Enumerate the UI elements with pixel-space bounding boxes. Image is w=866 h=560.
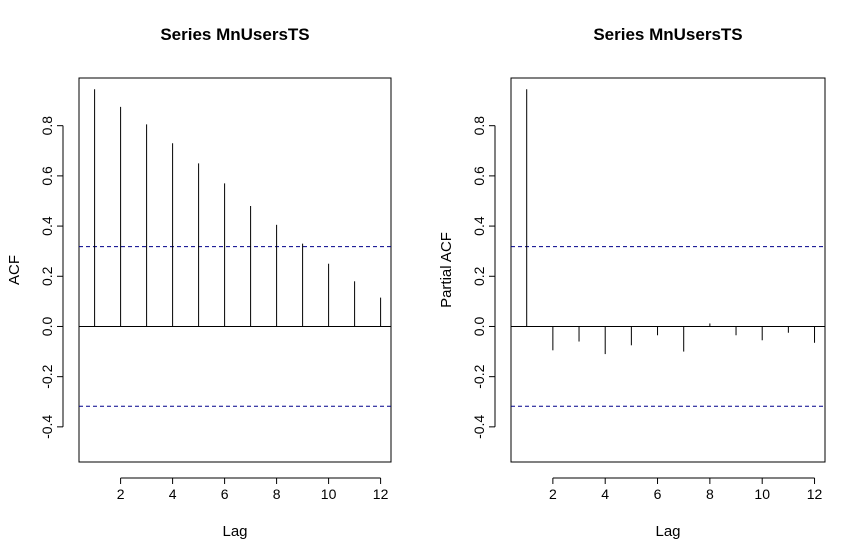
acf-y-tick-label: -0.2 (39, 364, 55, 388)
acf-plot-frame (78, 77, 392, 463)
acf-x-tick-label: 6 (221, 486, 229, 502)
pacf-y-tick-label: 0.4 (471, 216, 487, 236)
acf-y-tick-label: 0.8 (39, 116, 55, 136)
pacf-y-tick-label: -0.4 (471, 415, 487, 439)
pacf-x-tick-label: 2 (549, 486, 557, 502)
pacf-y-tick-label: 0.8 (471, 116, 487, 136)
pacf-panel: Series MnUsersTS Lag Partial ACF 2 4 6 8 10 1… (438, 25, 826, 540)
pacf-x-axis-label: Lag (655, 523, 680, 540)
pacf-plot-frame (510, 77, 826, 463)
pacf-y-axis-label: Partial ACF (438, 232, 455, 308)
pacf-y-tick-label: 0.2 (471, 266, 487, 286)
acf-panel: Series MnUsersTS Lag ACF 2 4 6 8 10 12 -0.4 -0.… (6, 25, 392, 540)
acf-y-tick-label: 0.4 (39, 216, 55, 236)
pacf-x-tick-label: 8 (706, 486, 714, 502)
acf-x-tick-label: 4 (169, 486, 177, 502)
pacf-y-tick-label: 0.6 (471, 166, 487, 186)
acf-y-tick-label: -0.4 (39, 415, 55, 439)
pacf-x-tick-label: 10 (754, 486, 770, 502)
acf-x-tick-label: 10 (321, 486, 337, 502)
acf-x-tick-label: 8 (273, 486, 281, 502)
acf-y-tick-label: 0.2 (39, 266, 55, 286)
acf-y-tick-label: 0.6 (39, 166, 55, 186)
pacf-x-tick-label: 12 (807, 486, 823, 502)
pacf-y-tick-label: 0.0 (471, 317, 487, 337)
acf-x-tick-label: 2 (117, 486, 125, 502)
pacf-x-tick-label: 6 (654, 486, 662, 502)
pacf-chart-title: Series MnUsersTS (593, 25, 742, 44)
acf-x-tick-label: 12 (373, 486, 389, 502)
pacf-y-tick-label: -0.2 (471, 364, 487, 388)
acf-y-axis-label: ACF (6, 255, 23, 285)
acf-x-axis-label: Lag (222, 523, 247, 540)
acf-chart-title: Series MnUsersTS (160, 25, 309, 44)
pacf-x-tick-label: 4 (601, 486, 609, 502)
acf-y-tick-label: 0.0 (39, 317, 55, 337)
